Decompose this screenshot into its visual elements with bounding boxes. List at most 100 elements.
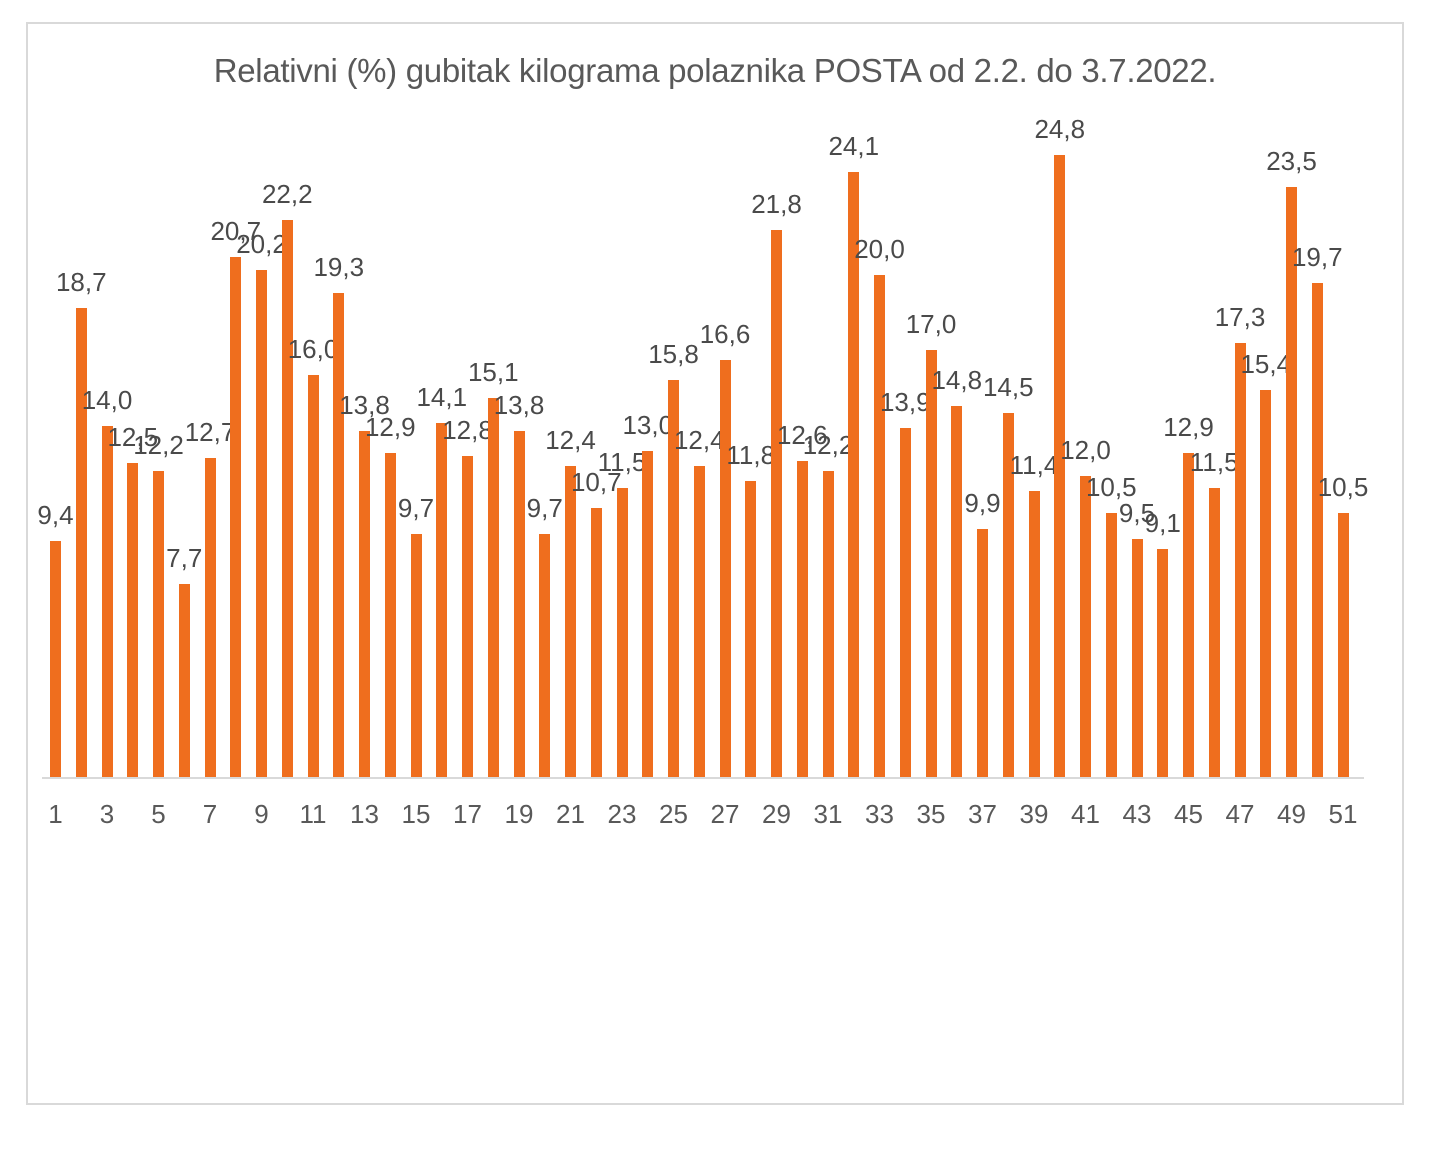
bar xyxy=(590,508,602,777)
bar xyxy=(539,534,551,777)
x-axis-tick-label: 11 xyxy=(299,799,327,829)
bar-value-label: 15,1 xyxy=(467,357,519,387)
bar xyxy=(1054,155,1066,777)
bar-value-label: 22,2 xyxy=(261,179,313,209)
bar xyxy=(281,220,293,777)
bar-value-label: 15,8 xyxy=(648,339,699,369)
bar xyxy=(1183,453,1194,777)
bar xyxy=(410,534,422,777)
bar xyxy=(101,426,113,777)
bar-value-label: 9,1 xyxy=(1144,508,1181,538)
chart-frame: Relativni (%) gubitak kilograma polaznik… xyxy=(26,22,1404,1105)
bar xyxy=(616,488,628,777)
bar xyxy=(1337,513,1349,777)
bar-value-label: 12,0 xyxy=(1060,435,1111,465)
x-axis-tick-label: 33 xyxy=(865,799,894,829)
bar xyxy=(384,453,396,777)
x-axis-tick-label: 43 xyxy=(1122,799,1152,829)
bar-value-label: 11,5 xyxy=(1189,447,1239,477)
bar-value-label: 16,0 xyxy=(287,334,339,364)
bar xyxy=(977,529,988,777)
bar-value-label: 14,0 xyxy=(81,385,133,415)
bar xyxy=(796,461,808,777)
bar xyxy=(333,293,345,777)
bar-value-label: 12,4 xyxy=(673,425,725,455)
x-axis-tick-label: 45 xyxy=(1174,799,1203,829)
bar-value-label: 19,7 xyxy=(1291,242,1343,272)
x-axis-tick-label: 1 xyxy=(48,799,63,829)
bar-value-label: 12,4 xyxy=(545,425,596,455)
x-axis-tick-label: 41 xyxy=(1071,799,1100,829)
bar xyxy=(822,471,834,777)
bar-value-label: 11,5 xyxy=(597,447,647,477)
bar-value-label: 18,7 xyxy=(55,267,107,297)
x-axis-tick-label: 25 xyxy=(659,799,688,829)
bar-value-label: 12,9 xyxy=(364,412,416,442)
bar-value-label: 17,3 xyxy=(1214,302,1266,332)
x-axis-tick-label: 27 xyxy=(710,799,740,829)
bar-value-label: 9,4 xyxy=(37,500,74,530)
x-axis-tick-label: 5 xyxy=(151,799,166,829)
x-axis-tick-label: 23 xyxy=(607,799,637,829)
bar xyxy=(1105,513,1117,777)
bar xyxy=(487,398,499,777)
bar-value-label: 19,3 xyxy=(313,252,365,282)
bar xyxy=(899,428,911,777)
bar xyxy=(436,423,448,777)
bar-value-label: 12,5 xyxy=(107,422,159,452)
bar-value-label: 9,5 xyxy=(1118,498,1156,528)
bar-value-label: 15,4 xyxy=(1240,349,1292,379)
bar xyxy=(668,380,679,777)
bar xyxy=(256,270,267,777)
bar xyxy=(1002,413,1014,777)
bar-value-label: 20,0 xyxy=(854,234,905,264)
x-axis-tick-label: 21 xyxy=(556,799,585,829)
bar-value-label: 13,0 xyxy=(622,410,674,440)
x-axis-tick-label: 37 xyxy=(968,799,997,829)
x-axis-tick-label: 51 xyxy=(1328,799,1358,829)
bar-value-label: 10,7 xyxy=(570,467,622,497)
bar-value-label: 14,1 xyxy=(416,382,468,412)
chart-title: Relativni (%) gubitak kilograma polaznik… xyxy=(213,52,1217,89)
bar xyxy=(642,451,654,777)
bar xyxy=(230,257,242,777)
bar xyxy=(1157,549,1169,777)
bar xyxy=(1286,187,1297,777)
bar-value-label: 9,9 xyxy=(964,488,1001,518)
bar-value-label: 13,9 xyxy=(879,387,931,417)
x-axis-tick-label: 13 xyxy=(350,799,379,829)
bar xyxy=(307,375,319,777)
bar-value-label: 10,5 xyxy=(1085,472,1137,502)
x-axis-tick-label: 39 xyxy=(1019,799,1049,829)
bar-value-label: 12,9 xyxy=(1163,412,1214,442)
plot-area: 9,4 18,7 14,0 12,5 12,2 7,7 12,7 20,7 20,2 22,2 16… xyxy=(28,24,1402,1103)
x-axis-tick-label: 49 xyxy=(1277,799,1306,829)
bar xyxy=(771,230,782,777)
bar-value-label: 12,7 xyxy=(184,417,236,447)
bar-value-label: 10,5 xyxy=(1317,472,1369,502)
bar xyxy=(874,275,885,777)
bar xyxy=(513,431,525,777)
bar-value-label: 7,7 xyxy=(166,543,203,573)
bar xyxy=(951,406,963,777)
bar xyxy=(153,471,164,777)
bar-value-label: 11,4 xyxy=(1009,450,1059,480)
bar xyxy=(925,350,937,777)
bar xyxy=(127,463,139,777)
bar-value-label: 12,2 xyxy=(802,430,854,460)
bar-value-label: 23,5 xyxy=(1266,146,1317,176)
bar-value-label: 9,7 xyxy=(526,493,563,523)
bar-value-label: 20,7 xyxy=(210,216,262,246)
bar xyxy=(565,466,576,777)
x-axis-tick-label: 35 xyxy=(916,799,946,829)
bar-value-label: 14,5 xyxy=(982,372,1034,402)
bar-value-label: 12,6 xyxy=(776,420,828,450)
x-axis-tick-label: 7 xyxy=(202,799,218,829)
bar-value-label: 20,2 xyxy=(236,229,287,259)
bar xyxy=(75,308,87,777)
bar xyxy=(359,431,370,777)
bar xyxy=(848,172,860,777)
bar-value-label: 24,1 xyxy=(828,131,880,161)
bar-value-label: 17,0 xyxy=(905,309,957,339)
bar xyxy=(1234,343,1246,777)
